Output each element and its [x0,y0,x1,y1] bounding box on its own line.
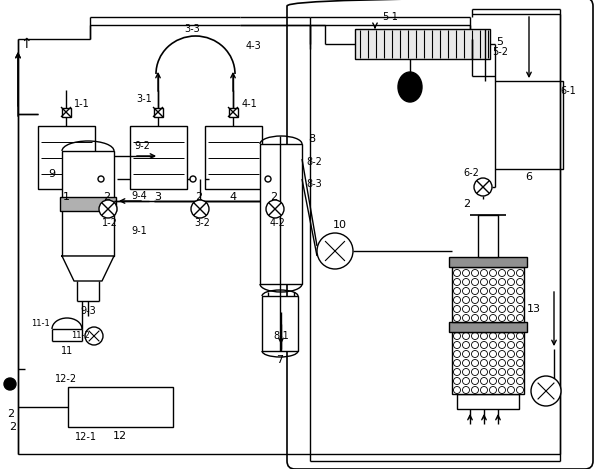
Text: 4: 4 [229,192,237,202]
Bar [130,126,187,189]
Text: 12-2: 12-2 [55,374,77,384]
Text: 11-2: 11-2 [70,332,89,340]
Text: 11-1: 11-1 [30,318,49,327]
Bar [228,107,237,116]
Text: 5-1: 5-1 [382,12,398,22]
Circle shape [191,200,209,218]
Bar [60,197,116,211]
Bar [68,387,173,427]
Text: 1: 1 [63,192,70,202]
Circle shape [99,200,117,218]
Bar [355,29,490,59]
Circle shape [190,176,196,182]
Text: 1-2: 1-2 [102,218,118,228]
Circle shape [531,376,561,406]
Text: 4-2: 4-2 [269,218,285,228]
Text: 2: 2 [104,192,111,202]
Text: 12: 12 [113,431,127,441]
Text: ↑: ↑ [20,37,32,51]
Circle shape [4,378,16,390]
Circle shape [85,327,103,345]
Text: 2: 2 [464,199,471,209]
Bar [452,332,524,394]
Text: 3-1: 3-1 [136,94,152,104]
Text: 9-1: 9-1 [131,226,147,236]
Text: 2: 2 [271,192,278,202]
Text: 3-3: 3-3 [185,24,200,34]
Text: 5-2: 5-2 [492,47,508,57]
Text: 5: 5 [496,37,504,47]
Text: 6-1: 6-1 [560,86,576,96]
Text: 12-1: 12-1 [75,432,97,442]
Text: 8: 8 [309,134,315,144]
Bar [260,144,302,284]
Text: 8-3: 8-3 [306,179,322,189]
Text: 10: 10 [333,220,347,230]
Text: 8-2: 8-2 [306,157,322,167]
Text: 9-4: 9-4 [131,191,147,201]
Text: 2: 2 [10,422,17,432]
Text: 6-2: 6-2 [463,168,479,178]
Bar [478,215,498,257]
Bar [154,107,163,116]
Bar [449,257,527,267]
Polygon shape [62,256,114,281]
Text: 9: 9 [48,169,55,179]
Circle shape [266,200,284,218]
Bar [205,126,262,189]
Text: 1-1: 1-1 [74,99,90,109]
Text: 4-3: 4-3 [245,41,261,51]
Bar [268,312,294,324]
Text: 3-2: 3-2 [194,218,210,228]
Circle shape [474,178,492,196]
Text: 9-3: 9-3 [80,306,96,316]
Text: 6: 6 [526,172,532,182]
Bar [62,151,114,256]
Bar [457,394,519,409]
Bar [452,267,524,322]
Ellipse shape [398,72,422,102]
Bar [495,81,563,169]
Text: 8-1: 8-1 [273,331,289,341]
Circle shape [98,176,104,182]
Text: 9-2: 9-2 [134,141,150,151]
Circle shape [265,176,271,182]
Text: 2: 2 [7,409,14,419]
Text: 7: 7 [277,355,284,365]
Bar [61,107,70,116]
Text: 13: 13 [527,304,541,314]
Text: 3: 3 [154,192,162,202]
Bar [449,322,527,332]
Bar [262,296,298,351]
Text: 11: 11 [61,346,73,356]
Text: 2: 2 [195,192,203,202]
Circle shape [317,233,353,269]
Text: 4-1: 4-1 [241,99,257,109]
Bar [38,126,95,189]
